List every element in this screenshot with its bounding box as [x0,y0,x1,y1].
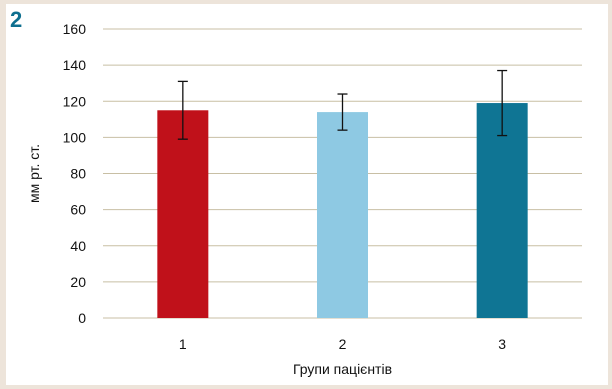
bar-2 [317,112,368,319]
y-tick-label: 40 [70,238,86,254]
y-tick-label: 80 [70,166,86,182]
y-tick-label: 20 [70,274,86,290]
bar-3 [476,103,528,319]
x-tick-label: 3 [498,336,506,352]
bar-1 [157,110,209,318]
y-tick-label: 140 [63,57,87,73]
bars [157,103,528,319]
y-tick-label: 120 [63,93,87,109]
x-tick-label: 2 [339,336,347,352]
error-bars [177,69,508,140]
y-tick-label: 60 [70,202,86,218]
x-tick-label: 1 [179,336,187,352]
x-tick-labels: 1 2 3 [179,336,506,352]
panel-number: 2 [10,7,23,32]
y-tick-labels: 0 20 40 60 80 100 120 140 160 [63,21,87,326]
y-tick-label: 160 [63,21,87,37]
y-axis-title: мм рт. ст. [26,144,42,203]
y-tick-label: 0 [78,310,86,326]
x-axis-title: Групи пацієнтів [293,361,392,377]
y-tick-label: 100 [63,129,87,145]
